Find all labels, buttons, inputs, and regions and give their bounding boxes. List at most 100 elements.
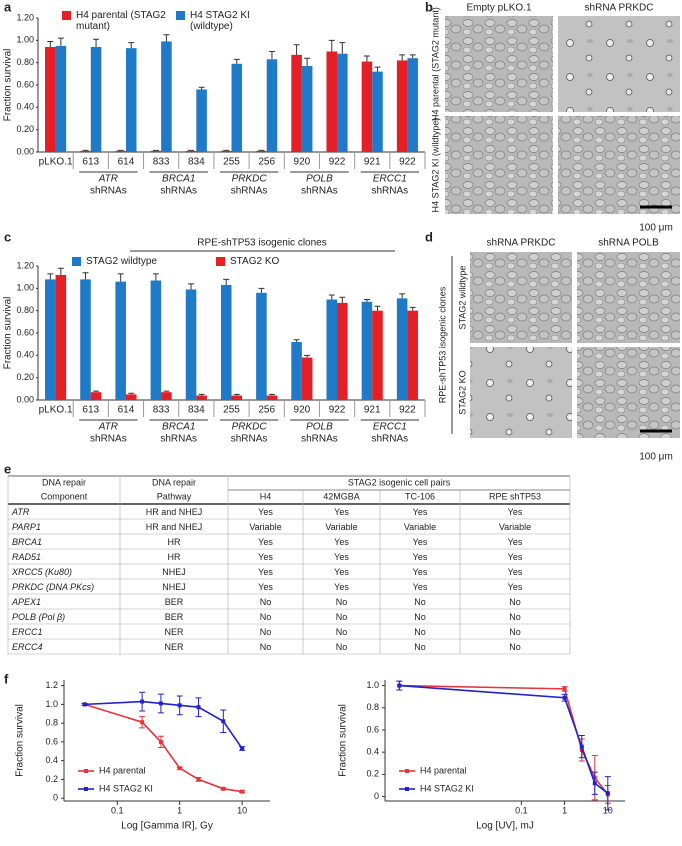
y-tick-label: 1.0 xyxy=(45,699,58,709)
y-axis-title: Fraction survival xyxy=(3,297,14,370)
panel-letter: f xyxy=(4,671,9,686)
point xyxy=(240,789,245,794)
x-axis-title: Log [UV], mJ xyxy=(476,821,534,832)
micrograph xyxy=(470,347,572,438)
error-bar xyxy=(223,149,230,151)
group-gene: BRCA1 xyxy=(162,174,195,185)
micrograph xyxy=(577,252,680,343)
scale-label: 100 μm xyxy=(639,452,673,463)
bar xyxy=(185,289,197,400)
table-header: DNA repair xyxy=(152,477,196,487)
bar xyxy=(150,280,162,400)
legend-swatch xyxy=(176,11,185,20)
bar xyxy=(115,150,126,152)
table-cell: PRKDC (DNA PKcs) xyxy=(12,582,94,592)
table-cell: Variable xyxy=(325,522,357,532)
table-cell: Yes xyxy=(508,582,523,592)
error-bar xyxy=(163,390,170,393)
y-tick-label: 0.00 xyxy=(16,146,34,156)
x-tick-label: 922 xyxy=(329,405,346,416)
error-bar xyxy=(258,149,265,151)
y-tick-label: 0.80 xyxy=(16,305,34,315)
x-tick-label: 920 xyxy=(294,157,311,168)
y-tick-label: 1.00 xyxy=(16,35,34,45)
bar xyxy=(45,47,56,152)
table-cell: XRCC5 (Ku80) xyxy=(11,567,72,577)
table-cell: No xyxy=(414,642,426,652)
point xyxy=(397,683,402,688)
point xyxy=(221,719,226,724)
y-tick-label: 0.00 xyxy=(16,394,34,404)
table-cell: No xyxy=(414,627,426,637)
series-line xyxy=(399,684,609,795)
error-bar xyxy=(363,55,370,62)
point xyxy=(605,791,610,796)
x-tick-label: 614 xyxy=(118,405,135,416)
table-header: DNA repair xyxy=(42,477,86,487)
bar xyxy=(372,310,383,400)
table-header: RPE shTP53 xyxy=(489,491,541,501)
error-bar xyxy=(374,66,381,72)
bar xyxy=(196,395,207,400)
group-label: shRNAs xyxy=(301,186,338,197)
error-bar xyxy=(152,273,159,281)
table-cell: Yes xyxy=(258,567,273,577)
error-bar xyxy=(188,283,195,290)
group-gene: ERCC1 xyxy=(373,174,407,185)
point xyxy=(592,781,597,786)
micrograph xyxy=(558,16,680,112)
error-bar xyxy=(399,293,406,299)
bar xyxy=(161,392,172,400)
table-cell: HR xyxy=(168,552,181,562)
point xyxy=(240,746,245,751)
bar xyxy=(55,45,67,152)
table-cell: Yes xyxy=(413,582,428,592)
legend-label: H4 STAG2 KI (wildtype) xyxy=(190,10,250,32)
row-label: STAG2 wildtype xyxy=(457,266,467,330)
bar xyxy=(55,274,67,400)
bar xyxy=(407,58,418,153)
group-label: shRNAs xyxy=(90,186,127,197)
group-label: shRNAs xyxy=(301,434,338,445)
table-cell: ERCC4 xyxy=(12,642,43,652)
error-bar xyxy=(304,57,311,67)
point xyxy=(140,699,145,704)
bar xyxy=(407,310,418,400)
bar xyxy=(337,53,348,152)
table-cell: Variable xyxy=(404,522,436,532)
bar xyxy=(361,61,373,152)
error-bar xyxy=(117,273,124,282)
point xyxy=(579,744,584,749)
group-gene: ATR xyxy=(98,422,118,433)
legend-label-box: H4 STAG2 KI (wildtype) xyxy=(190,10,250,32)
x-tick-label: 922 xyxy=(399,405,416,416)
table-cell: BER xyxy=(165,612,184,622)
legend-label: H4 parental xyxy=(420,765,467,775)
micrograph xyxy=(558,116,680,214)
table-cell: POLB (Pol β) xyxy=(12,612,65,622)
y-tick-label: 0 xyxy=(53,793,58,803)
error-bar xyxy=(188,149,195,151)
group-label: shRNAs xyxy=(231,186,268,197)
bar xyxy=(196,89,207,152)
table-cell: No xyxy=(414,612,426,622)
table-cell: Yes xyxy=(334,507,349,517)
bar xyxy=(266,59,278,152)
bar xyxy=(301,357,313,400)
table-cell: NHEJ xyxy=(162,567,186,577)
table-cell: Yes xyxy=(334,552,349,562)
table-cell: Variable xyxy=(249,522,281,532)
table-cell: NHEJ xyxy=(162,582,186,592)
table-cell: Yes xyxy=(334,567,349,577)
error-bar xyxy=(57,267,64,275)
point xyxy=(177,703,182,708)
error-bar xyxy=(47,40,54,48)
error-bar xyxy=(268,393,275,396)
table-cell: Variable xyxy=(499,522,531,532)
series-line xyxy=(84,700,243,749)
bar xyxy=(256,150,267,152)
legend-label: STAG2 KO xyxy=(230,256,280,267)
micrograph xyxy=(445,116,553,214)
legend-label: H4 parental (STAG2 mutant) xyxy=(76,10,166,32)
table-cell: Yes xyxy=(258,507,273,517)
